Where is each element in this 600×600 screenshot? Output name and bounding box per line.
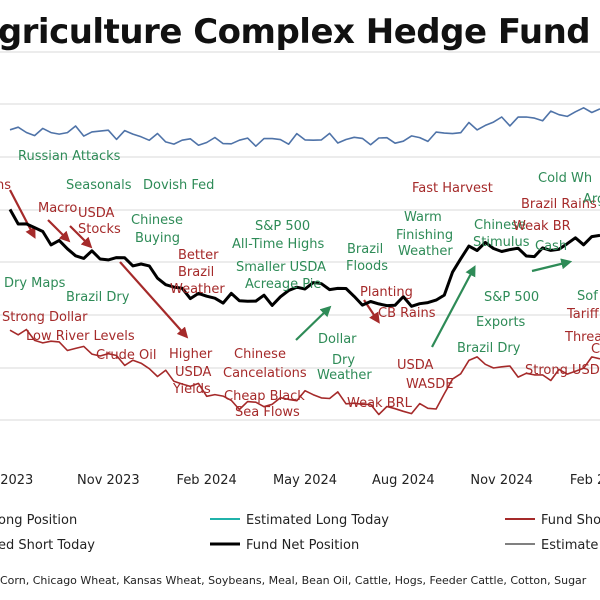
annotation-bearish: C xyxy=(591,342,600,357)
annotation-bearish: Macro xyxy=(38,201,77,216)
x-tick-label: Aug 2023 xyxy=(0,473,33,488)
annotation-bullish: Warm xyxy=(404,210,442,225)
series-line-fund-net-position xyxy=(8,208,600,308)
annotation-bullish: Weather xyxy=(317,368,372,383)
annotation-arrow xyxy=(119,261,189,339)
annotation-bullish: Chinese xyxy=(474,218,526,233)
annotation-bullish: Dry Maps xyxy=(4,276,66,291)
annotation-bearish: Weak BRL xyxy=(347,396,413,411)
chart-title: Agriculture Complex Hedge Fund Net Posit… xyxy=(0,12,600,62)
annotation-bullish: Weather xyxy=(398,244,453,259)
annotation-bearish: Cheap Black xyxy=(224,389,305,404)
annotation-bearish: Better xyxy=(178,248,219,263)
annotation-bullish: Dovish Fed xyxy=(143,178,214,193)
annotation-bearish: Low River Levels xyxy=(26,329,135,344)
annotation-arrow xyxy=(531,258,573,273)
annotation-bearish: Tariff xyxy=(566,307,600,322)
annotation-arrow xyxy=(9,189,36,239)
legend-label: Fund Net Position xyxy=(246,538,359,553)
annotation-bullish: S&P 500 xyxy=(255,219,310,234)
annotation-bullish: Chinese xyxy=(131,213,183,228)
legend: ong Position Estimated Long Today Fund Sho… xyxy=(0,513,600,553)
annotation-bearish: Fast Harvest xyxy=(412,181,493,196)
legend-label: Fund Sho xyxy=(541,513,600,528)
annotation-bearish: CB Rains xyxy=(378,306,436,321)
annotation-bearish: USDA xyxy=(78,206,115,221)
legend-label: ed Short Today xyxy=(0,538,95,553)
legend-label: ong Position xyxy=(0,513,77,528)
annotation-bullish: Russian Attacks xyxy=(18,149,121,164)
annotation-bullish: Brazil Dry xyxy=(457,341,521,356)
x-tick-label: May 2024 xyxy=(273,473,337,488)
annotation-arrows xyxy=(9,189,573,348)
x-tick-label: Nov 2023 xyxy=(77,473,140,488)
x-tick-label: Feb 2025 xyxy=(570,473,600,488)
annotation-bearish: Brazil xyxy=(178,265,214,280)
annotation-bullish: Stimulus xyxy=(473,235,530,250)
annotation-bearish: ns xyxy=(0,178,11,193)
annotation-bullish: Acreage Pie xyxy=(245,277,321,292)
annotation-bullish: Cash xyxy=(535,239,567,254)
footer-text: Corn, Chicago Wheat, Kansas Wheat, Soybe… xyxy=(0,574,587,587)
gridlines xyxy=(0,51,600,421)
annotation-bearish: Strong Dollar xyxy=(2,310,88,325)
annotation-bearish: Crude Oil xyxy=(96,348,157,363)
chart-title-text: Agriculture Complex Hedge Fund Net Posit… xyxy=(0,12,600,52)
annotation-bullish: Buying xyxy=(135,231,180,246)
annotation-bullish: Seasonals xyxy=(66,178,132,193)
annotation-bearish: Brazil Rains xyxy=(521,197,597,212)
annotation-arrow xyxy=(431,265,476,348)
annotation-bearish: USDA xyxy=(175,365,212,380)
annotation-bearish: Strong USD xyxy=(525,363,600,378)
x-tick-label: Nov 2024 xyxy=(470,473,533,488)
annotation-bullish: Brazil Dry xyxy=(66,290,130,305)
annotation-bullish: Finishing xyxy=(396,228,453,243)
series-line-fund-short-position xyxy=(9,328,600,416)
annotation-arrow xyxy=(69,225,93,249)
annotation-bullish: Exports xyxy=(476,315,526,330)
footer-note: Corn, Chicago Wheat, Kansas Wheat, Soybe… xyxy=(0,574,586,587)
series-line-fund-long-position xyxy=(9,107,600,147)
annotation-bullish: Brazil xyxy=(347,242,383,257)
annotation-bearish: Planting xyxy=(360,285,413,300)
annotation-bearish: Cancelations xyxy=(223,366,307,381)
annotation-bearish: WASDE xyxy=(406,377,454,392)
series-lines xyxy=(8,107,600,416)
annotation-bearish: Sea Flows xyxy=(235,405,300,420)
annotation-bullish: Smaller USDA xyxy=(236,260,326,275)
annotation-bearish: Stocks xyxy=(78,222,121,237)
legend-label: Estimated Long Today xyxy=(246,513,389,528)
annotation-bearish: Threats xyxy=(564,330,600,345)
annotation-bearish: Chinese xyxy=(234,347,286,362)
annotation-bullish: Dry xyxy=(332,353,355,368)
annotation-bearish: Yields xyxy=(172,382,211,397)
annotations: Russian Attacks Seasonals Dovish Fed ns Macr… xyxy=(0,149,600,420)
annotation-bullish: S&P 500 xyxy=(484,290,539,305)
annotation-bullish: Cold Wh xyxy=(538,171,592,186)
annotation-bearish: Weak BR xyxy=(513,219,571,234)
annotation-bullish: Arg xyxy=(583,192,600,207)
annotation-bullish: All-Time Highs xyxy=(232,237,324,252)
annotation-arrow xyxy=(295,305,332,341)
legend-label: Estimate xyxy=(541,538,598,553)
annotation-bullish: Dollar xyxy=(318,332,357,347)
x-tick-label: Feb 2024 xyxy=(177,473,237,488)
x-tick-label: Aug 2024 xyxy=(372,473,435,488)
annotation-bearish: Higher xyxy=(169,347,213,362)
annotation-bullish: Floods xyxy=(346,259,388,274)
annotation-bearish: USDA xyxy=(397,358,434,373)
annotation-bullish: Sof xyxy=(577,289,598,304)
x-axis-ticks: Aug 2023 Nov 2023 Feb 2024 May 2024 Aug 2024… xyxy=(0,473,600,488)
annotation-arrow xyxy=(47,219,71,243)
annotation-bearish: Weather xyxy=(170,282,225,297)
